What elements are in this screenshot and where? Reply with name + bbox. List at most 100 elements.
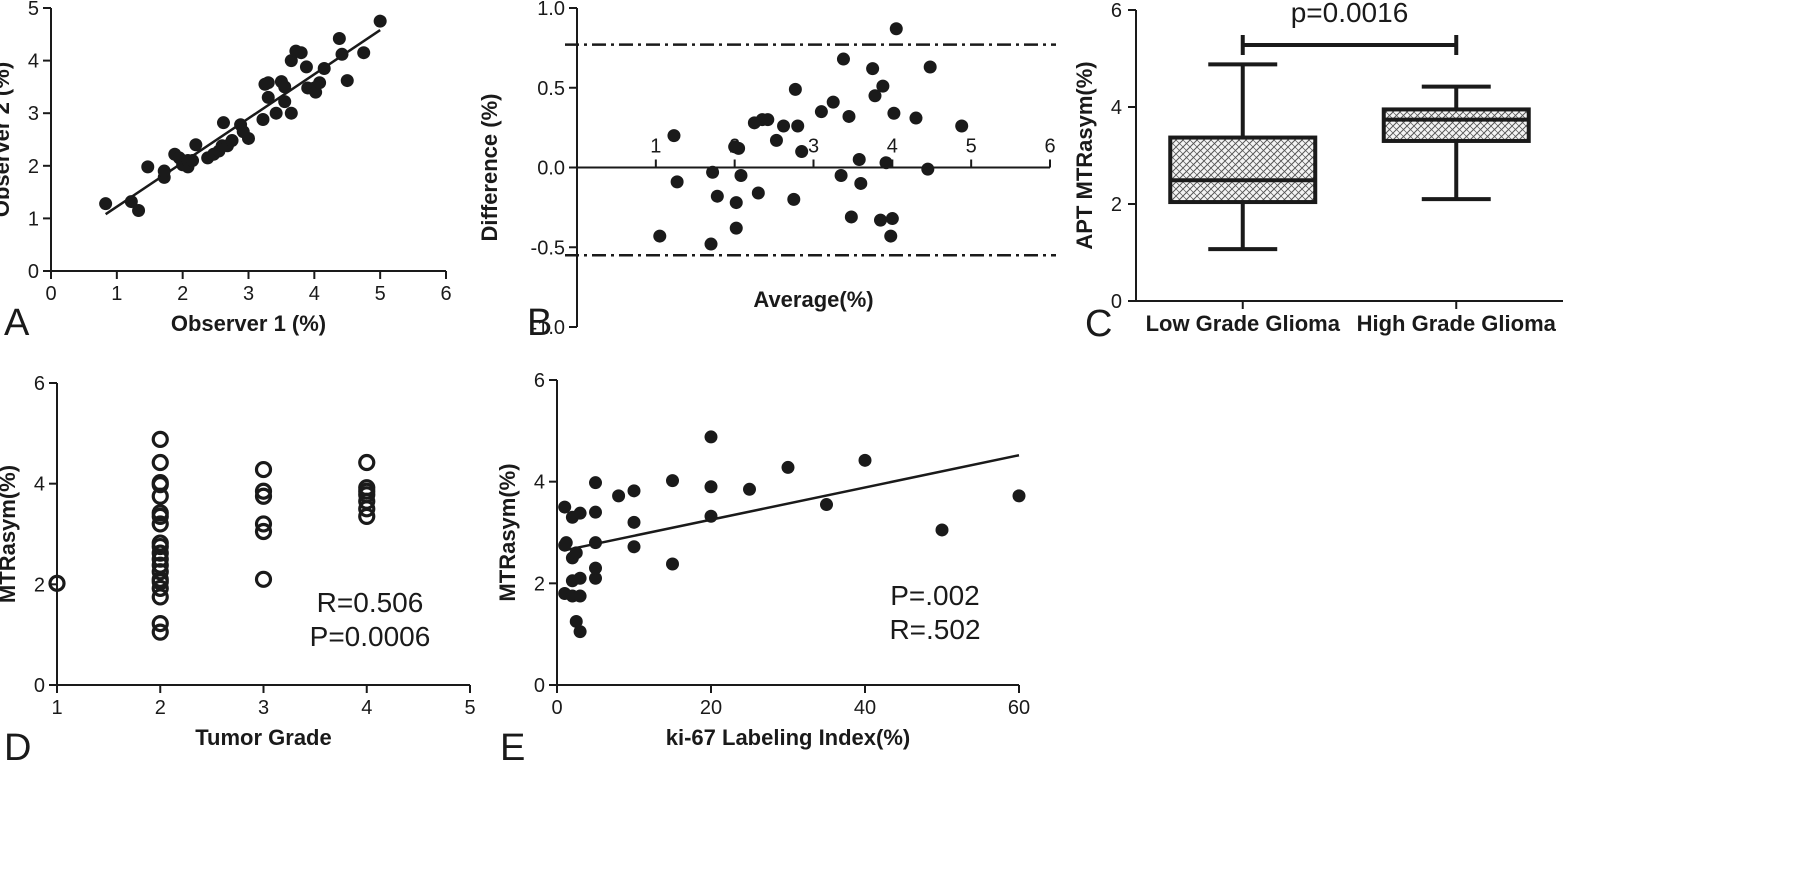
panel-a: 0 1 2 3 4 5 0 1 2 3 4 5 6 Observer 1 (%) Observer 2 (%… (0, 0, 452, 344)
data-point (627, 484, 641, 498)
data-point (909, 111, 923, 125)
y-tick-label: 1 (28, 208, 39, 230)
data-point (814, 105, 828, 119)
x-tick-label: 0 (45, 283, 56, 305)
data-point (729, 221, 743, 235)
data-point (935, 523, 949, 537)
data-point (358, 479, 376, 497)
panel-letter-e: E (500, 727, 525, 769)
data-point (876, 79, 890, 93)
x-axis-label: Average(%) (753, 287, 873, 312)
x-tick-label: 20 (700, 697, 722, 719)
data-point (887, 106, 901, 120)
data-point (653, 229, 667, 243)
data-point (332, 32, 346, 46)
x-tick-label: 60 (1008, 697, 1030, 719)
data-point (889, 22, 903, 36)
data-point (787, 192, 801, 206)
y-tick-label: 3 (28, 103, 39, 125)
data-point (151, 504, 169, 522)
data-point (225, 134, 239, 148)
y-tick-label: 2 (34, 574, 45, 596)
panel-c: 0 2 4 6 Low Grade Glioma High Grade Glioma p=0… (1072, 0, 1563, 345)
x-tick-label: 40 (854, 697, 876, 719)
y-tick-label: 0 (1111, 291, 1122, 313)
data-point (261, 90, 275, 104)
data-point (706, 165, 720, 179)
data-point (667, 129, 681, 143)
data-point (186, 154, 200, 168)
x-tick-label: 4 (887, 136, 898, 158)
y-axis-label: APT MTRasym(%) (1072, 61, 1097, 249)
y-tick-label: -1.0 (531, 317, 565, 339)
data-point (558, 500, 572, 514)
data-point (589, 505, 602, 519)
p-value-annotation: p=0.0016 (1291, 0, 1409, 28)
data-point (791, 119, 805, 133)
x-tick-label: 1 (51, 697, 62, 719)
data-point (151, 430, 169, 448)
category-label: High Grade Glioma (1357, 311, 1557, 336)
y-tick-label: 6 (1111, 0, 1122, 22)
panel-letter-a: A (4, 302, 30, 344)
data-point (854, 176, 868, 190)
panel-d: 0 2 4 6 1 2 3 4 5 Tumor Grade MTRasym(%) R=0.506P=0… (0, 373, 476, 769)
data-point (573, 506, 587, 520)
data-point (923, 60, 937, 74)
data-point (743, 482, 756, 496)
y-tick-label: 2 (1111, 194, 1122, 216)
data-point (132, 204, 146, 218)
data-point (788, 82, 802, 96)
data-point (278, 80, 292, 94)
stat-annotation: R=.502 (889, 614, 980, 645)
data-point (151, 623, 169, 641)
y-axis-label: Difference (%) (477, 94, 502, 242)
x-tick-label: 2 (177, 283, 188, 305)
data-point (141, 160, 155, 174)
data-point (589, 476, 602, 490)
y-tick-label: 2 (28, 156, 39, 178)
data-point (704, 480, 718, 494)
x-tick-label: 3 (243, 283, 254, 305)
y-tick-label: 4 (28, 51, 39, 73)
data-point (769, 133, 783, 147)
data-point (627, 515, 641, 529)
data-point (254, 460, 273, 479)
y-tick-label: 0 (534, 675, 545, 697)
data-point (858, 453, 872, 467)
data-point (729, 196, 743, 210)
data-point (559, 536, 573, 550)
x-tick-label: 3 (258, 697, 269, 719)
data-point (589, 561, 602, 575)
data-point (666, 474, 679, 488)
data-point (299, 60, 313, 74)
data-point (955, 119, 969, 133)
panel-letter-c: C (1085, 303, 1112, 345)
data-point (573, 571, 587, 585)
data-point (313, 76, 327, 90)
y-tick-label: 4 (34, 474, 45, 496)
stat-annotation: R=0.506 (317, 587, 424, 618)
data-point (589, 571, 602, 585)
data-point (151, 579, 169, 597)
y-tick-label: 0.5 (537, 78, 565, 100)
data-point (866, 62, 880, 76)
data-point (1012, 489, 1026, 503)
data-point (842, 109, 856, 123)
x-tick-label: 4 (361, 697, 372, 719)
data-point (151, 534, 169, 552)
y-tick-label: 0 (34, 675, 45, 697)
y-axis-label: MTRasym(%) (0, 465, 20, 603)
data-point (242, 131, 255, 145)
x-tick-label: 1 (650, 136, 661, 158)
data-point (704, 430, 718, 444)
y-tick-label: 0 (28, 261, 39, 283)
stat-annotation: P=0.0006 (310, 621, 431, 652)
y-tick-label: 2 (534, 573, 545, 595)
x-tick-label: 5 (464, 697, 475, 719)
data-point (704, 509, 718, 523)
y-tick-label: -0.5 (531, 237, 565, 259)
data-point (732, 141, 746, 155)
box-iqr (1168, 135, 1318, 205)
